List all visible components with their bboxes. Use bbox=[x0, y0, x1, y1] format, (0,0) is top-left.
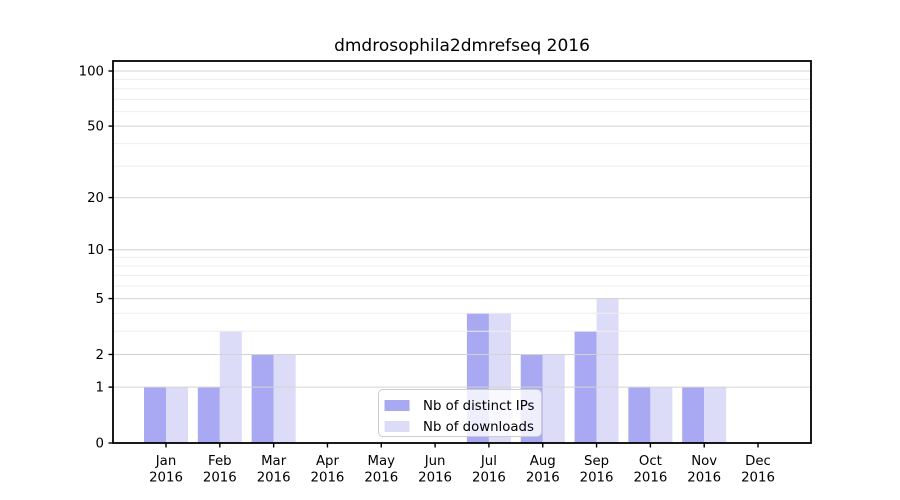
x-tick-label: Jun 2016 bbox=[418, 454, 452, 486]
bar-downloads bbox=[542, 354, 565, 443]
bar-distinct-ips bbox=[251, 354, 274, 443]
y-tick-label: 10 bbox=[87, 243, 104, 258]
bar-downloads bbox=[650, 387, 673, 443]
legend-label: Nb of downloads bbox=[423, 420, 534, 435]
x-tick-label: Mar 2016 bbox=[257, 454, 291, 486]
x-tick-label: Oct 2016 bbox=[633, 454, 667, 486]
x-tick-label: Feb 2016 bbox=[203, 454, 237, 486]
x-tick-label: Dec 2016 bbox=[741, 454, 775, 486]
bar-downloads bbox=[166, 387, 188, 443]
bar-downloads bbox=[596, 298, 619, 443]
bar-downloads bbox=[704, 387, 727, 443]
y-tick-label: 0 bbox=[96, 437, 104, 452]
y-tick-label: 100 bbox=[79, 65, 104, 80]
bar-downloads bbox=[273, 354, 296, 443]
plot-border bbox=[112, 60, 812, 444]
bar-distinct-ips bbox=[682, 387, 705, 443]
y-tick-label: 50 bbox=[87, 120, 104, 135]
y-tick-label: 2 bbox=[96, 348, 104, 363]
x-tick-label: Sep 2016 bbox=[580, 454, 614, 486]
gridlines-layer bbox=[113, 70, 811, 388]
x-tick-label: Apr 2016 bbox=[311, 454, 345, 486]
y-tick-label: 20 bbox=[87, 191, 104, 206]
x-tick-label: Jan 2016 bbox=[149, 454, 183, 486]
legend-swatch-distinct-ips bbox=[384, 400, 410, 411]
bar-distinct-ips bbox=[144, 387, 166, 443]
legend-box bbox=[378, 389, 542, 437]
legend: Nb of distinct IPs Nb of downloads bbox=[378, 389, 542, 437]
x-tick-label: Nov 2016 bbox=[687, 454, 721, 486]
bar-distinct-ips bbox=[197, 387, 220, 443]
y-tick-label: 5 bbox=[96, 292, 104, 307]
x-tick-label: Jul 2016 bbox=[472, 454, 506, 486]
legend-swatch-downloads bbox=[384, 421, 410, 432]
y-tick-label: 1 bbox=[96, 381, 104, 396]
chart-title: dmdrosophila2dmrefseq 2016 bbox=[334, 36, 590, 56]
legend-label: Nb of distinct IPs bbox=[423, 399, 535, 414]
x-tick-label: Aug 2016 bbox=[526, 454, 560, 486]
axes-layer: 0 1 2 5 10 20 50 100 Jan 2016 Feb 2016 Mar 2016 Apr 201… bbox=[79, 60, 812, 486]
x-tick-label: May 2016 bbox=[364, 454, 398, 486]
bar-distinct-ips bbox=[628, 387, 651, 443]
